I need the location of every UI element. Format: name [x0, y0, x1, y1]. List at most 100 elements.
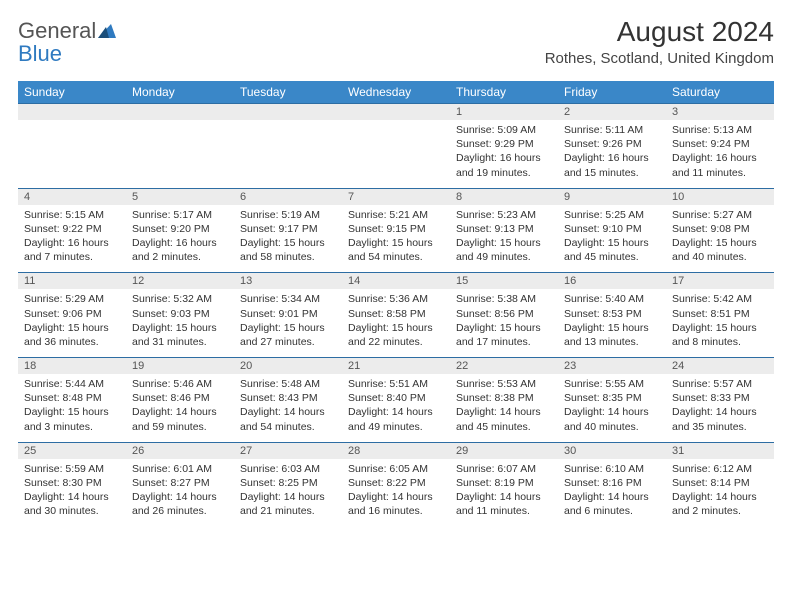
day-number: 19 [126, 358, 234, 374]
calendar-day-cell: 12Sunrise: 5:32 AMSunset: 9:03 PMDayligh… [126, 273, 234, 358]
day-data: Sunrise: 5:44 AMSunset: 8:48 PMDaylight:… [18, 374, 126, 442]
daylight-text: Daylight: 14 hours and 59 minutes. [132, 405, 228, 433]
sunset-text: Sunset: 9:01 PM [240, 307, 336, 321]
sunrise-text: Sunrise: 5:42 AM [672, 292, 768, 306]
sunrise-text: Sunrise: 5:29 AM [24, 292, 120, 306]
day-number: 7 [342, 189, 450, 205]
daylight-text: Daylight: 15 hours and 45 minutes. [564, 236, 660, 264]
calendar-day-cell: 18Sunrise: 5:44 AMSunset: 8:48 PMDayligh… [18, 358, 126, 443]
calendar-day-cell: 31Sunrise: 6:12 AMSunset: 8:14 PMDayligh… [666, 442, 774, 526]
calendar-day-cell: 20Sunrise: 5:48 AMSunset: 8:43 PMDayligh… [234, 358, 342, 443]
calendar-day-cell [234, 104, 342, 189]
sunrise-text: Sunrise: 5:27 AM [672, 208, 768, 222]
day-number: 9 [558, 189, 666, 205]
daylight-text: Daylight: 15 hours and 27 minutes. [240, 321, 336, 349]
sunset-text: Sunset: 8:58 PM [348, 307, 444, 321]
logo-sail-icon [98, 24, 116, 38]
sunrise-text: Sunrise: 5:51 AM [348, 377, 444, 391]
day-data: Sunrise: 5:32 AMSunset: 9:03 PMDaylight:… [126, 289, 234, 357]
day-data: Sunrise: 5:19 AMSunset: 9:17 PMDaylight:… [234, 205, 342, 273]
day-data: Sunrise: 5:55 AMSunset: 8:35 PMDaylight:… [558, 374, 666, 442]
sunset-text: Sunset: 8:38 PM [456, 391, 552, 405]
calendar-day-cell: 10Sunrise: 5:27 AMSunset: 9:08 PMDayligh… [666, 188, 774, 273]
sunrise-text: Sunrise: 5:32 AM [132, 292, 228, 306]
day-data: Sunrise: 5:27 AMSunset: 9:08 PMDaylight:… [666, 205, 774, 273]
day-header: Friday [558, 81, 666, 104]
day-data: Sunrise: 5:25 AMSunset: 9:10 PMDaylight:… [558, 205, 666, 273]
sunset-text: Sunset: 8:53 PM [564, 307, 660, 321]
sunrise-text: Sunrise: 5:19 AM [240, 208, 336, 222]
calendar-day-cell: 14Sunrise: 5:36 AMSunset: 8:58 PMDayligh… [342, 273, 450, 358]
sunrise-text: Sunrise: 5:40 AM [564, 292, 660, 306]
calendar-day-cell: 22Sunrise: 5:53 AMSunset: 8:38 PMDayligh… [450, 358, 558, 443]
sunset-text: Sunset: 8:19 PM [456, 476, 552, 490]
day-data: Sunrise: 5:40 AMSunset: 8:53 PMDaylight:… [558, 289, 666, 357]
day-data: Sunrise: 5:21 AMSunset: 9:15 PMDaylight:… [342, 205, 450, 273]
calendar-day-cell: 16Sunrise: 5:40 AMSunset: 8:53 PMDayligh… [558, 273, 666, 358]
daylight-text: Daylight: 15 hours and 22 minutes. [348, 321, 444, 349]
title-block: August 2024 Rothes, Scotland, United Kin… [545, 16, 774, 67]
sunrise-text: Sunrise: 5:09 AM [456, 123, 552, 137]
day-data: Sunrise: 5:53 AMSunset: 8:38 PMDaylight:… [450, 374, 558, 442]
day-header: Saturday [666, 81, 774, 104]
daylight-text: Daylight: 15 hours and 31 minutes. [132, 321, 228, 349]
logo-word2: Blue [18, 41, 62, 66]
daylight-text: Daylight: 15 hours and 58 minutes. [240, 236, 336, 264]
calendar-week-row: 1Sunrise: 5:09 AMSunset: 9:29 PMDaylight… [18, 104, 774, 189]
calendar-week-row: 4Sunrise: 5:15 AMSunset: 9:22 PMDaylight… [18, 188, 774, 273]
sunset-text: Sunset: 8:16 PM [564, 476, 660, 490]
calendar-day-cell: 5Sunrise: 5:17 AMSunset: 9:20 PMDaylight… [126, 188, 234, 273]
sunrise-text: Sunrise: 6:07 AM [456, 462, 552, 476]
sunset-text: Sunset: 9:10 PM [564, 222, 660, 236]
sunrise-text: Sunrise: 5:34 AM [240, 292, 336, 306]
day-number: 31 [666, 443, 774, 459]
day-number: 23 [558, 358, 666, 374]
daylight-text: Daylight: 16 hours and 19 minutes. [456, 151, 552, 179]
sunrise-text: Sunrise: 5:57 AM [672, 377, 768, 391]
daylight-text: Daylight: 14 hours and 6 minutes. [564, 490, 660, 518]
sunrise-text: Sunrise: 5:48 AM [240, 377, 336, 391]
sunrise-text: Sunrise: 5:44 AM [24, 377, 120, 391]
sunrise-text: Sunrise: 5:38 AM [456, 292, 552, 306]
day-number: 27 [234, 443, 342, 459]
day-number [234, 104, 342, 120]
sunrise-text: Sunrise: 6:03 AM [240, 462, 336, 476]
day-data: Sunrise: 5:46 AMSunset: 8:46 PMDaylight:… [126, 374, 234, 442]
day-number: 13 [234, 273, 342, 289]
calendar-day-cell [126, 104, 234, 189]
daylight-text: Daylight: 16 hours and 15 minutes. [564, 151, 660, 179]
sunset-text: Sunset: 8:14 PM [672, 476, 768, 490]
day-number: 5 [126, 189, 234, 205]
daylight-text: Daylight: 14 hours and 26 minutes. [132, 490, 228, 518]
day-number: 1 [450, 104, 558, 120]
sunset-text: Sunset: 9:03 PM [132, 307, 228, 321]
day-data: Sunrise: 6:07 AMSunset: 8:19 PMDaylight:… [450, 459, 558, 527]
day-data: Sunrise: 6:12 AMSunset: 8:14 PMDaylight:… [666, 459, 774, 527]
daylight-text: Daylight: 16 hours and 7 minutes. [24, 236, 120, 264]
day-number [18, 104, 126, 120]
day-data: Sunrise: 5:59 AMSunset: 8:30 PMDaylight:… [18, 459, 126, 527]
sunset-text: Sunset: 8:40 PM [348, 391, 444, 405]
daylight-text: Daylight: 14 hours and 30 minutes. [24, 490, 120, 518]
sunrise-text: Sunrise: 5:55 AM [564, 377, 660, 391]
daylight-text: Daylight: 16 hours and 11 minutes. [672, 151, 768, 179]
sunrise-text: Sunrise: 6:05 AM [348, 462, 444, 476]
day-number: 8 [450, 189, 558, 205]
day-number [342, 104, 450, 120]
sunrise-text: Sunrise: 5:46 AM [132, 377, 228, 391]
sunrise-text: Sunrise: 6:10 AM [564, 462, 660, 476]
calendar-day-cell: 15Sunrise: 5:38 AMSunset: 8:56 PMDayligh… [450, 273, 558, 358]
calendar-day-cell: 1Sunrise: 5:09 AMSunset: 9:29 PMDaylight… [450, 104, 558, 189]
calendar-day-cell: 17Sunrise: 5:42 AMSunset: 8:51 PMDayligh… [666, 273, 774, 358]
day-number: 30 [558, 443, 666, 459]
calendar-body: 1Sunrise: 5:09 AMSunset: 9:29 PMDaylight… [18, 104, 774, 527]
day-number: 24 [666, 358, 774, 374]
day-data: Sunrise: 5:13 AMSunset: 9:24 PMDaylight:… [666, 120, 774, 188]
logo-text-block: General Blue [18, 20, 116, 66]
sunset-text: Sunset: 8:46 PM [132, 391, 228, 405]
day-number: 17 [666, 273, 774, 289]
day-number: 14 [342, 273, 450, 289]
day-data: Sunrise: 6:03 AMSunset: 8:25 PMDaylight:… [234, 459, 342, 527]
sunrise-text: Sunrise: 5:13 AM [672, 123, 768, 137]
day-number: 11 [18, 273, 126, 289]
